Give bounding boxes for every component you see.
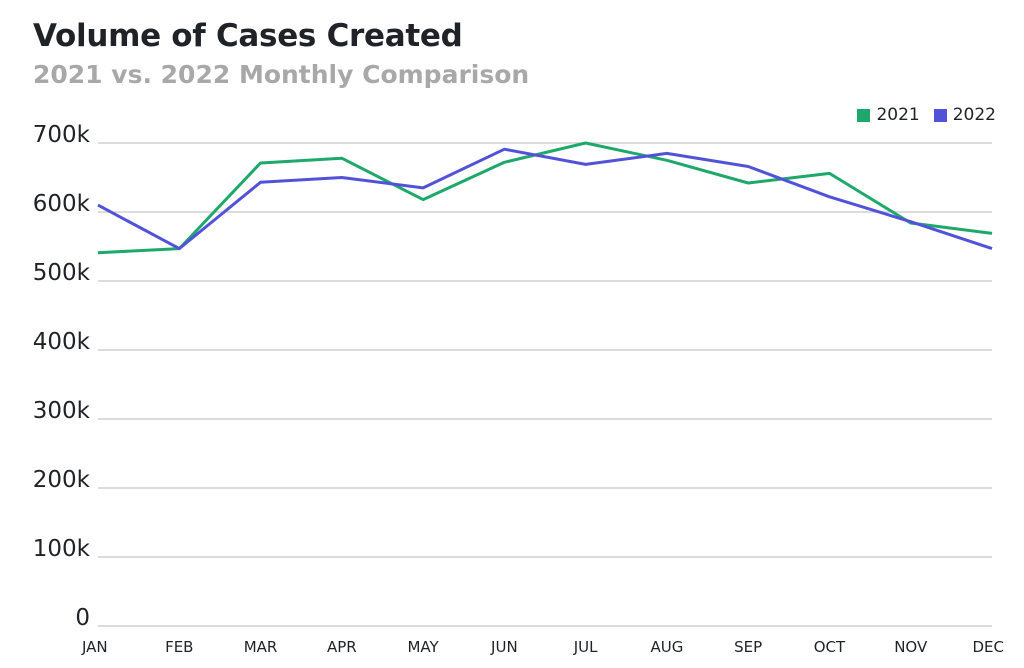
legend-item-2021: 2021 xyxy=(857,105,920,125)
x-tick-label-jan: JAN xyxy=(81,638,108,656)
x-tick-label-sep: SEP xyxy=(734,638,762,656)
y-tick-label: 500k xyxy=(33,260,91,286)
legend-label-2022: 2022 xyxy=(952,105,996,125)
x-tick-label-apr: APR xyxy=(327,638,357,656)
y-tick-label: 600k xyxy=(33,191,91,217)
legend-label-2021: 2021 xyxy=(876,105,920,125)
x-tick-label-jul: JUL xyxy=(573,638,598,656)
y-tick-label: 700k xyxy=(33,122,91,148)
y-tick-label: 400k xyxy=(33,329,91,355)
chart-title: Volume of Cases Created xyxy=(33,18,463,54)
x-tick-label-mar: MAR xyxy=(244,638,278,656)
x-tick-label-nov: NOV xyxy=(894,638,928,656)
legend-swatch-2021 xyxy=(857,108,871,122)
x-tick-label-jun: JUN xyxy=(490,638,518,656)
x-tick-label-aug: AUG xyxy=(650,638,683,656)
chart-subtitle: 2021 vs. 2022 Monthly Comparison xyxy=(33,60,530,89)
x-tick-label-feb: FEB xyxy=(165,638,193,656)
series-line-2022 xyxy=(97,147,993,251)
legend: 2021 2022 xyxy=(857,105,996,125)
legend-swatch-2022 xyxy=(933,108,947,122)
y-tick-label: 0 xyxy=(75,605,90,631)
x-tick-label-dec: DEC xyxy=(972,638,1004,656)
series-line-2021 xyxy=(97,141,993,255)
x-tick-label-oct: OCT xyxy=(814,638,846,656)
legend-item-2022: 2022 xyxy=(933,105,996,125)
y-tick-label: 100k xyxy=(33,536,91,562)
y-tick-label: 300k xyxy=(33,398,91,424)
y-tick-label: 200k xyxy=(33,467,91,493)
x-tick-label-may: MAY xyxy=(407,638,439,656)
